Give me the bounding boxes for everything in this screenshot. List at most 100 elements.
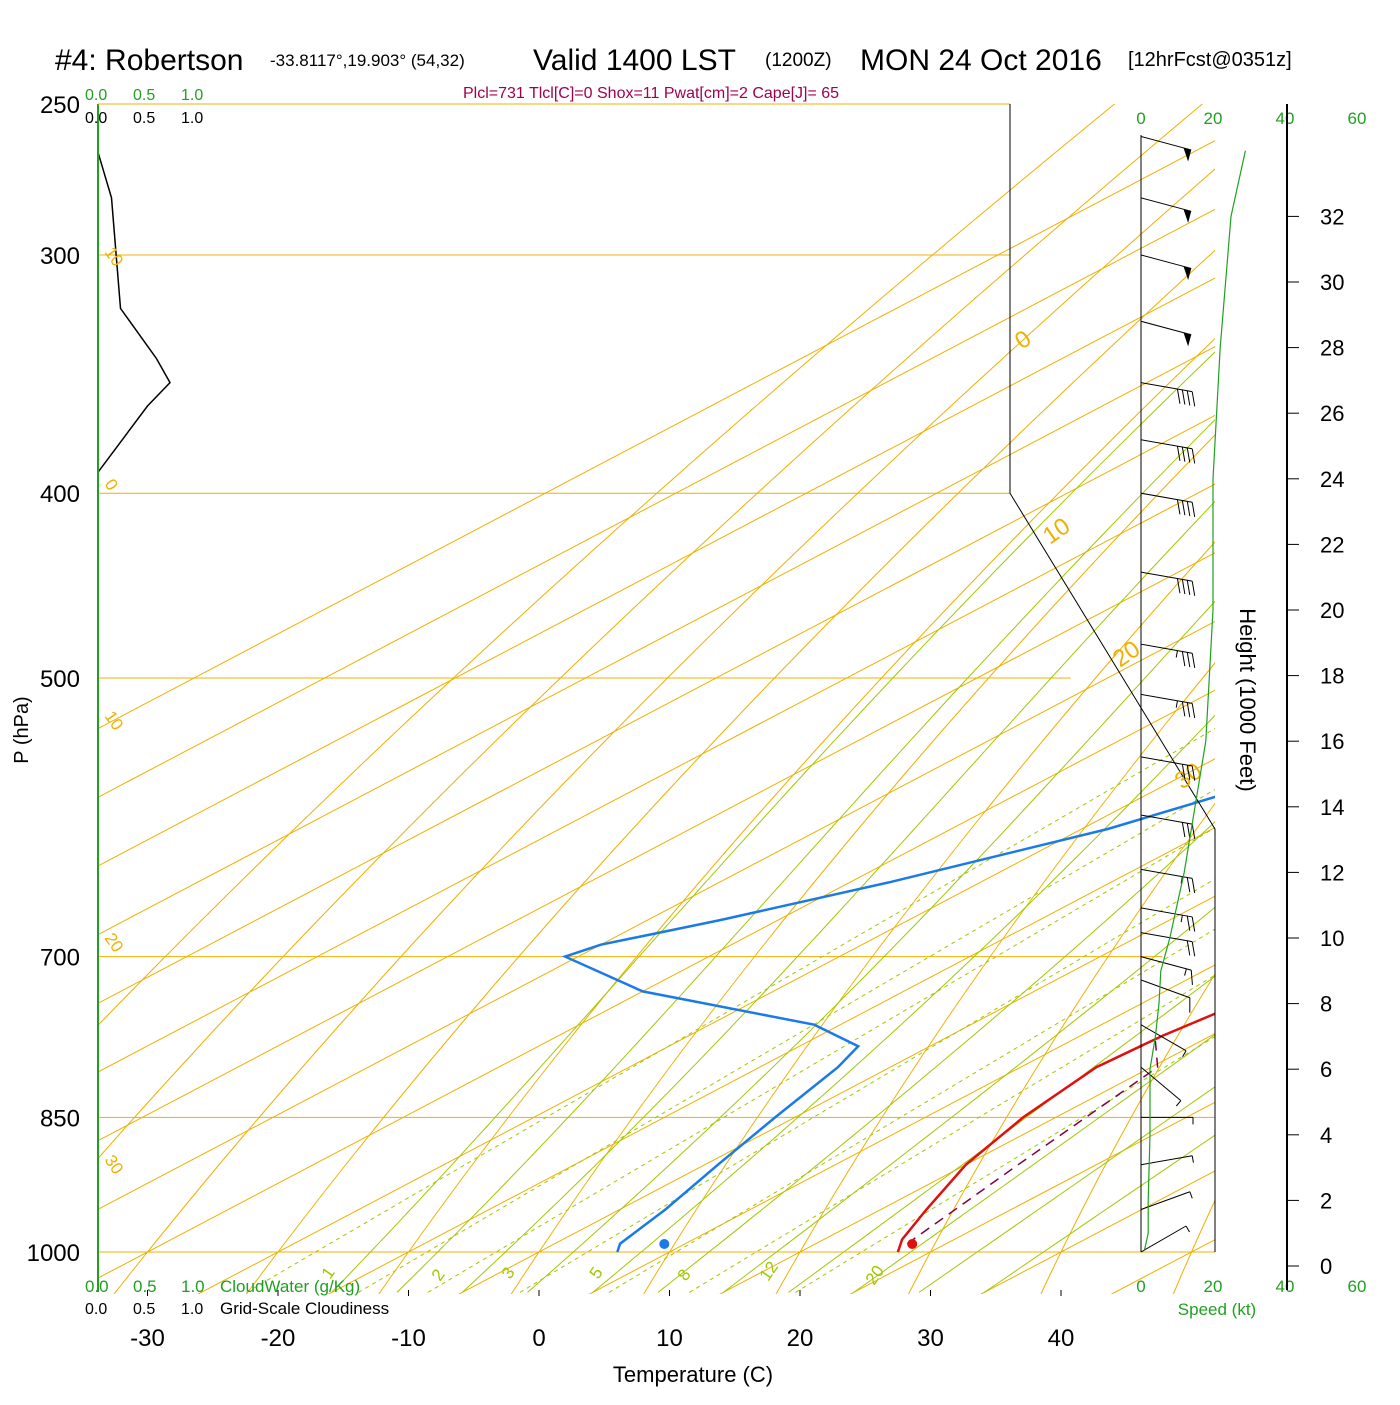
height-tick-label: 16 (1320, 729, 1344, 754)
wind-barb-staff (1141, 644, 1192, 653)
temperature-tick-label: 0 (532, 1325, 545, 1352)
wind-barb-feather (1182, 390, 1184, 405)
height-axis-title: Height (1000 Feet) (1235, 608, 1260, 791)
speed-tick-bottom: 40 (1276, 1277, 1295, 1296)
wind-barb (1141, 255, 1191, 280)
isotherm-line (556, 104, 1400, 1312)
wind-barb-feather (1182, 501, 1184, 516)
dry-adiabat-line (1168, 84, 1400, 1308)
plot-area (0, 70, 1400, 1312)
isotherm-label: 0 (1010, 325, 1036, 355)
isotherm-line (817, 104, 1400, 1312)
wind-barb (1141, 869, 1195, 893)
wind-barb-feather (1187, 941, 1189, 956)
wind-barb-staff (1141, 493, 1192, 502)
frame (98, 104, 1215, 1292)
mixing-ratio-label: 5 (586, 1264, 607, 1283)
isotherm-line (0, 104, 1400, 1312)
height-tick-label: 18 (1320, 664, 1344, 689)
cloudwater-scale-bottom: 1.0 (181, 1277, 205, 1296)
wind-barb-half-feather (1176, 651, 1177, 658)
wind-barb-feather (1192, 581, 1194, 596)
wind-barb-feather (1177, 446, 1179, 461)
moist-adiabat-line (593, 70, 1400, 1292)
height-tick-label: 10 (1320, 926, 1344, 951)
isotherm-label: 30 (101, 1151, 127, 1177)
isotherm-line (34, 104, 1400, 1312)
y-axis-title: P (hPa) (11, 696, 33, 763)
station-coords: -33.8117°,19.903° (54,32) (270, 51, 465, 70)
wind-barb (1141, 493, 1195, 517)
isotherm-line (295, 104, 1400, 1312)
wind-barb-flag (1184, 148, 1192, 162)
wind-barb-feather (1192, 502, 1194, 517)
cloudiness-scale-bottom: 0.0 (85, 1301, 107, 1318)
wind-barb-half-feather (1186, 1226, 1190, 1232)
temperature-tick-label: 40 (1048, 1325, 1075, 1352)
cloudwater-scale-bottom: 0.0 (85, 1277, 109, 1296)
speed-tick-top: 20 (1204, 109, 1223, 128)
temperature-tick-label: -30 (130, 1325, 165, 1352)
wind-barb-feather (1192, 942, 1194, 957)
valid-time: Valid 1400 LST (533, 44, 736, 77)
speed-tick-top: 60 (1348, 109, 1367, 128)
speed-tick-bottom: 20 (1204, 1277, 1223, 1296)
wind-barb-feather (1187, 703, 1189, 718)
moist-adiabat-line (528, 70, 1400, 1292)
valid-date: MON 24 Oct 2016 (860, 44, 1102, 77)
isotherm-line (686, 104, 1400, 1312)
wind-barb-feather (1182, 447, 1184, 462)
dry-adiabat-line (236, 84, 1400, 1308)
cloudwater-scale-bottom: 0.5 (133, 1277, 157, 1296)
isotherm-line (0, 104, 1400, 1312)
profiles (565, 168, 1400, 1252)
temperature-tick-label: -20 (261, 1325, 296, 1352)
isotherm-line (0, 104, 1400, 1312)
pressure-tick-label: 300 (40, 243, 80, 270)
wind-barb-half-feather (1176, 1101, 1180, 1106)
wind-barb-flag (1184, 333, 1192, 347)
wind-barb-flag (1184, 209, 1192, 223)
speed-tick-top: 40 (1276, 109, 1295, 128)
wind-barb-half-feather (1176, 701, 1177, 708)
title-bar: #4: Robertson -33.8117°,19.903° (54,32) … (55, 44, 1292, 102)
dry-adiabat-line (1301, 84, 1400, 1308)
wind-barb-feather (1182, 822, 1184, 837)
wind-barb-half-feather (1190, 1192, 1192, 1199)
cloudiness-scale-bottom: 0.5 (133, 1301, 155, 1318)
height-tick-label: 24 (1320, 467, 1344, 492)
height-tick-label: 22 (1320, 532, 1344, 557)
wind-barb-feather (1182, 579, 1184, 594)
wind-barb-feather (1182, 651, 1184, 666)
wind-barb-feather (1192, 653, 1194, 668)
cloudwater-scale-top: 1.0 (181, 87, 203, 104)
moist-adiabat-line (789, 70, 1400, 1292)
isotherm-label: 10 (101, 707, 127, 733)
wind-barb-half-feather (1192, 1156, 1193, 1163)
temperature-tick-label: 10 (656, 1325, 683, 1352)
isotherm-line (0, 104, 1400, 1312)
temperature-tick-label: -10 (391, 1325, 426, 1352)
pressure-tick-label: 250 (40, 92, 80, 119)
speed-tick-top: 0 (1136, 109, 1145, 128)
wind-barb-staff (1141, 980, 1190, 998)
height-tick-label: 20 (1320, 598, 1344, 623)
mixing-ratio-label: 12 (756, 1258, 782, 1284)
pressure-tick-label: 700 (40, 945, 80, 972)
x-axis-title: Temperature (C) (613, 1362, 773, 1387)
isotherm-line (0, 104, 1285, 1312)
wind-barb-feather (1187, 580, 1189, 595)
isotherm-label: 20 (101, 929, 127, 955)
cloudiness-profile-line (98, 152, 170, 472)
height-tick-label: 6 (1320, 1057, 1332, 1082)
temperature-tick-label: 30 (917, 1325, 944, 1352)
cloudiness-scale-top: 0.5 (133, 110, 155, 127)
wind-barb-feather (1187, 448, 1189, 463)
wind-barb-feather (1187, 652, 1189, 667)
dry-adiabat-line (103, 84, 1313, 1308)
pressure-tick-label: 400 (40, 481, 80, 508)
wind-barb-staff (1141, 198, 1191, 211)
forecast-info: [12hrFcst@0351z] (1128, 49, 1292, 71)
